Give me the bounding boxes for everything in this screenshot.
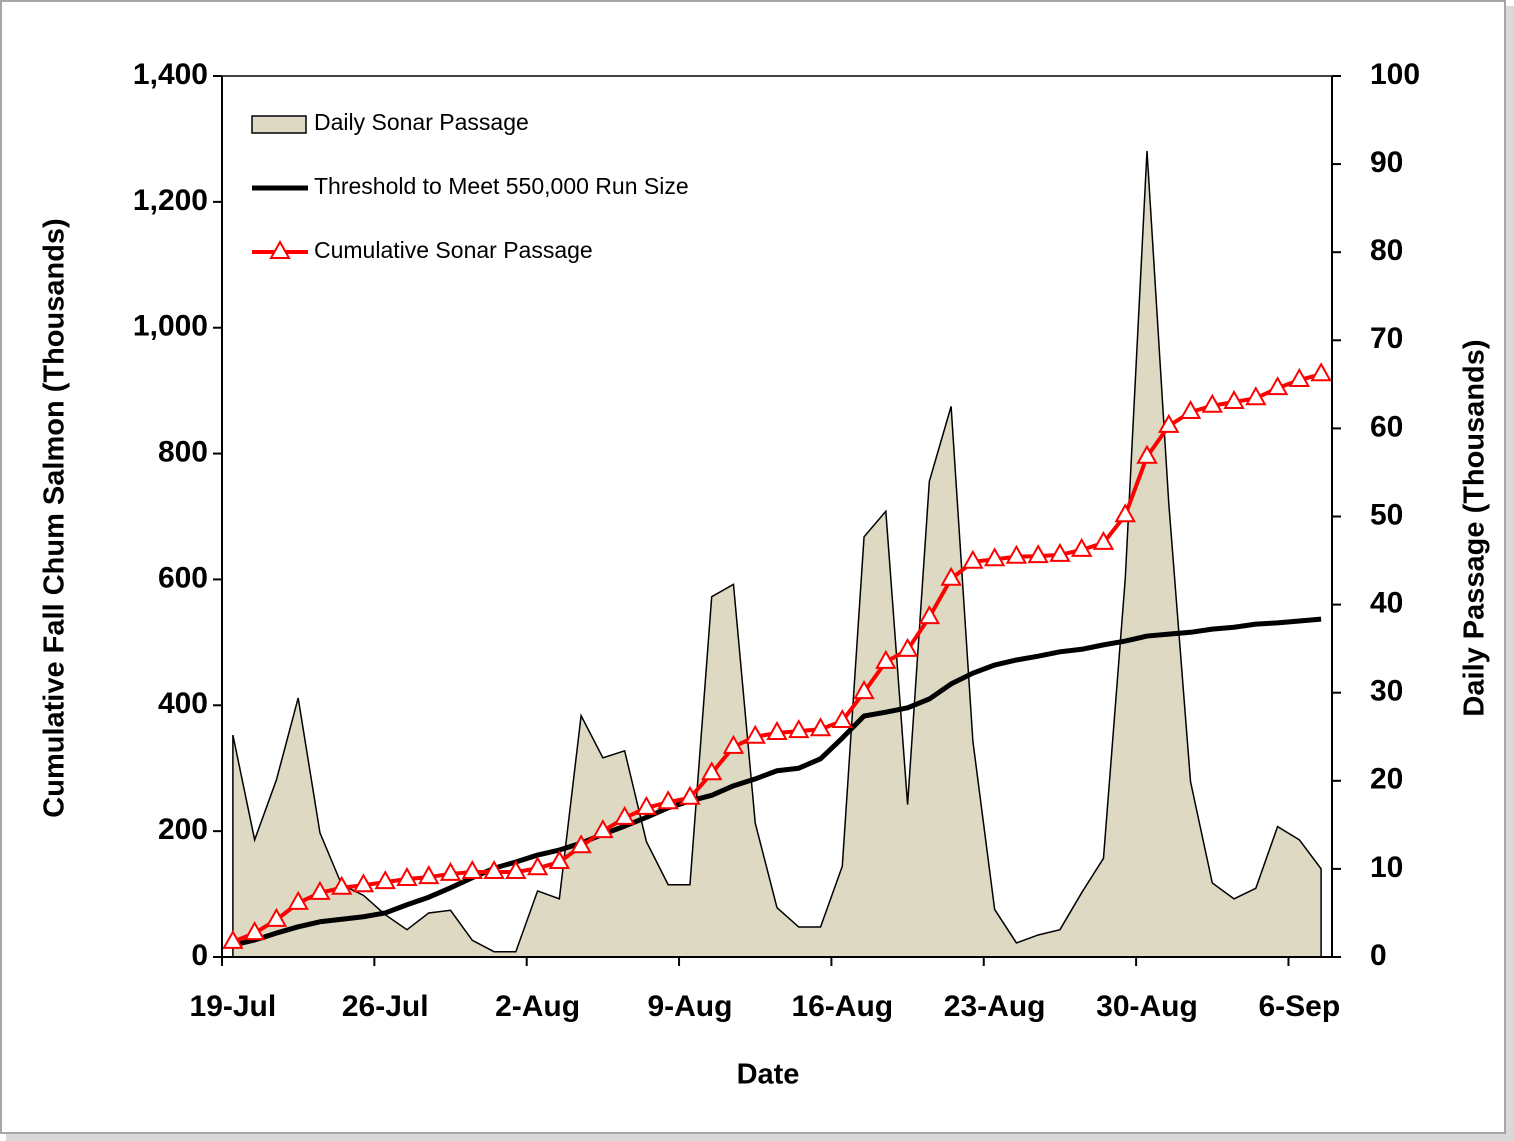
marker	[1179, 399, 1202, 420]
y2-tick-label: 20	[1370, 763, 1403, 796]
marker	[483, 860, 505, 880]
x-tick-label: 26-Jul	[342, 990, 429, 1023]
y2-tick-label: 90	[1370, 146, 1403, 179]
marker	[853, 680, 875, 700]
y2-tick-label: 0	[1370, 939, 1387, 972]
x-tick-label: 6-Sep	[1259, 990, 1341, 1023]
marker	[875, 649, 897, 669]
y-tick-label: 1,000	[133, 310, 208, 343]
area	[232, 150, 1322, 958]
marker	[1092, 530, 1115, 550]
x-tick-label: 16-Aug	[791, 990, 893, 1023]
marker	[243, 921, 266, 941]
y-tick-label: 200	[158, 813, 208, 846]
marker	[722, 734, 745, 754]
frame-shadow	[6, 1134, 1514, 1141]
y-tick-label: 400	[158, 687, 208, 720]
marker	[592, 819, 614, 839]
marker	[1288, 367, 1311, 387]
x-tick-label: 9-Aug	[647, 990, 732, 1023]
marker	[374, 870, 396, 890]
marker	[657, 790, 679, 810]
x-axis-title: Date	[737, 1059, 800, 1091]
marker	[831, 708, 854, 729]
legend-swatch	[251, 115, 307, 134]
marker	[1136, 444, 1158, 464]
marker	[788, 719, 810, 739]
y2-tick-label: 80	[1370, 234, 1403, 267]
marker	[418, 865, 440, 885]
marker	[700, 761, 723, 781]
y-axis-title: Cumulative Fall Chum Salmon (Thousands)	[39, 218, 71, 817]
marker	[896, 637, 919, 657]
marker	[1266, 376, 1289, 396]
y2-axis-title: Daily Passage (Thousands)	[1459, 339, 1491, 716]
marker	[1158, 413, 1180, 433]
y-tick-label: 600	[158, 561, 208, 594]
y2-tick-label: 10	[1370, 851, 1403, 884]
marker	[962, 549, 984, 569]
x-tick-label: 23-Aug	[944, 990, 1046, 1023]
y-tick-label: 800	[158, 435, 208, 468]
marker	[287, 890, 309, 910]
y2-tick-label: 50	[1370, 498, 1403, 531]
marker	[1027, 544, 1049, 564]
marker	[548, 849, 571, 869]
marker	[222, 929, 244, 949]
legend-label: Cumulative Sonar Passage	[314, 237, 593, 263]
legend-label: Threshold to Meet 550,000 Run Size	[314, 173, 689, 199]
marker	[809, 717, 832, 737]
marker	[526, 856, 549, 876]
legend-label: Daily Sonar Passage	[314, 109, 529, 135]
marker	[1223, 389, 1245, 409]
y2-tick-label: 40	[1370, 587, 1403, 620]
marker	[1071, 537, 1093, 557]
marker	[744, 724, 766, 744]
marker	[918, 605, 941, 625]
y-tick-label: 1,200	[133, 184, 208, 217]
y2-tick-label: 70	[1370, 322, 1403, 355]
marker	[439, 861, 462, 881]
marker	[613, 805, 636, 825]
marker	[330, 875, 353, 895]
plot-area	[222, 150, 1332, 958]
x-tick-label: 19-Jul	[190, 990, 277, 1023]
marker	[265, 907, 288, 927]
marker	[1245, 386, 1267, 406]
marker	[766, 720, 788, 740]
marker	[635, 795, 658, 815]
marker	[1114, 503, 1136, 523]
legend-marker	[269, 239, 291, 259]
x-tick-label: 2-Aug	[495, 990, 580, 1023]
marker	[1310, 362, 1332, 382]
y2-tick-label: 100	[1370, 58, 1420, 91]
line	[232, 616, 1322, 948]
y-tick-label: 0	[191, 939, 208, 972]
marker	[570, 834, 592, 854]
y-tick-label: 1,400	[133, 58, 208, 91]
marker	[679, 785, 701, 805]
frame-shadow	[1506, 6, 1514, 1139]
marker	[352, 873, 375, 893]
marker	[461, 860, 484, 880]
marker	[1049, 542, 1071, 562]
x-tick-label: 30-Aug	[1096, 990, 1198, 1023]
marker	[309, 880, 331, 900]
marker	[1005, 544, 1028, 564]
marker	[1201, 393, 1223, 413]
marker	[396, 866, 418, 886]
marker	[505, 860, 527, 880]
y2-tick-label: 30	[1370, 675, 1403, 708]
marker	[983, 547, 1006, 567]
marker	[940, 566, 962, 586]
y2-tick-label: 60	[1370, 410, 1403, 443]
